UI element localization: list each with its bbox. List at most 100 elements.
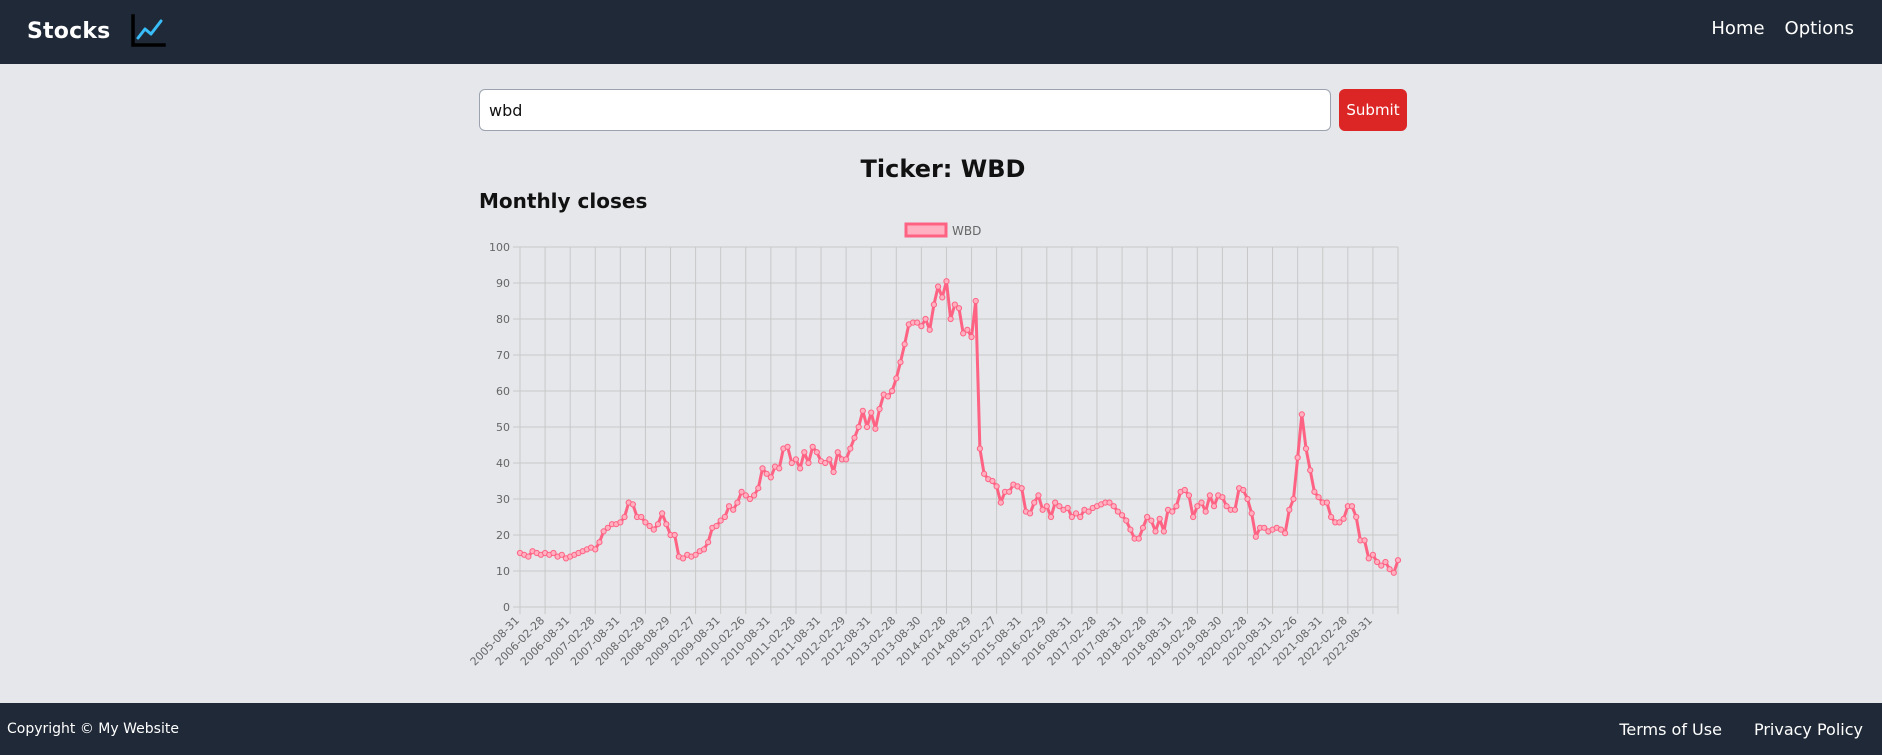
- data-point[interactable]: [809, 443, 816, 450]
- data-point[interactable]: [1018, 485, 1025, 492]
- data-point[interactable]: [1294, 454, 1301, 461]
- data-point[interactable]: [650, 526, 657, 533]
- data-point[interactable]: [1031, 499, 1038, 506]
- data-point[interactable]: [1169, 508, 1176, 515]
- data-point[interactable]: [1282, 530, 1289, 537]
- data-point[interactable]: [893, 375, 900, 382]
- data-point[interactable]: [1252, 533, 1259, 540]
- data-point[interactable]: [550, 549, 557, 557]
- data-point[interactable]: [751, 492, 758, 499]
- data-point[interactable]: [1198, 499, 1205, 506]
- data-point[interactable]: [955, 305, 963, 312]
- data-point[interactable]: [813, 449, 820, 456]
- data-point[interactable]: [717, 517, 724, 524]
- data-point[interactable]: [922, 315, 929, 323]
- data-point[interactable]: [1298, 411, 1305, 418]
- data-point[interactable]: [1144, 513, 1151, 521]
- data-point[interactable]: [1240, 486, 1247, 494]
- data-point[interactable]: [1077, 513, 1084, 521]
- data-point[interactable]: [776, 465, 783, 472]
- data-point[interactable]: [843, 456, 850, 463]
- data-point[interactable]: [1328, 513, 1335, 521]
- data-point[interactable]: [604, 524, 611, 531]
- data-point[interactable]: [617, 519, 624, 526]
- data-point[interactable]: [1248, 510, 1255, 517]
- data-point[interactable]: [1231, 506, 1239, 513]
- data-point[interactable]: [1210, 503, 1218, 510]
- data-point[interactable]: [1006, 488, 1013, 495]
- data-point[interactable]: [1244, 495, 1251, 503]
- data-point[interactable]: [1118, 512, 1126, 519]
- data-point[interactable]: [976, 445, 984, 452]
- ticker-search-input[interactable]: [479, 89, 1331, 131]
- data-point[interactable]: [788, 459, 795, 467]
- data-point[interactable]: [826, 456, 833, 463]
- data-point[interactable]: [592, 546, 599, 553]
- data-point[interactable]: [1072, 510, 1080, 517]
- data-point[interactable]: [1386, 566, 1393, 573]
- data-point[interactable]: [1323, 499, 1331, 506]
- data-point[interactable]: [868, 409, 875, 416]
- data-point[interactable]: [934, 283, 942, 290]
- data-point[interactable]: [951, 301, 958, 308]
- data-point[interactable]: [1194, 503, 1201, 510]
- data-point[interactable]: [700, 546, 708, 553]
- data-point[interactable]: [889, 387, 896, 395]
- data-point[interactable]: [755, 485, 762, 492]
- data-point[interactable]: [1394, 557, 1402, 564]
- data-point[interactable]: [1064, 504, 1071, 512]
- data-point[interactable]: [1378, 562, 1385, 569]
- data-point[interactable]: [997, 499, 1004, 506]
- data-point[interactable]: [1365, 555, 1372, 562]
- data-point[interactable]: [859, 407, 866, 414]
- data-point[interactable]: [1261, 524, 1268, 531]
- data-point[interactable]: [792, 456, 800, 463]
- data-point[interactable]: [1348, 503, 1356, 510]
- data-point[interactable]: [1139, 524, 1147, 531]
- data-point[interactable]: [964, 326, 971, 333]
- data-point[interactable]: [1039, 506, 1046, 513]
- data-point[interactable]: [1052, 499, 1059, 506]
- data-point[interactable]: [855, 423, 862, 431]
- data-point[interactable]: [801, 449, 808, 456]
- footer-link-privacy[interactable]: Privacy Policy: [1753, 720, 1863, 739]
- brand[interactable]: Stocks: [27, 14, 167, 48]
- data-point[interactable]: [1311, 488, 1318, 495]
- data-point[interactable]: [1047, 513, 1055, 521]
- data-point[interactable]: [1190, 513, 1197, 521]
- data-point[interactable]: [876, 405, 883, 413]
- data-point[interactable]: [1068, 513, 1075, 521]
- submit-button[interactable]: Submit: [1339, 89, 1407, 131]
- data-point[interactable]: [1026, 510, 1034, 517]
- data-point[interactable]: [830, 468, 837, 476]
- data-point[interactable]: [763, 470, 770, 477]
- nav-link-home[interactable]: Home: [1711, 18, 1765, 39]
- data-point[interactable]: [558, 551, 565, 558]
- data-point[interactable]: [805, 459, 812, 467]
- data-point[interactable]: [1336, 519, 1343, 526]
- data-point[interactable]: [629, 501, 636, 508]
- data-point[interactable]: [847, 445, 854, 452]
- data-point[interactable]: [679, 555, 687, 562]
- data-point[interactable]: [947, 315, 954, 323]
- data-point[interactable]: [1043, 503, 1050, 510]
- data-point[interactable]: [1315, 494, 1322, 501]
- data-point[interactable]: [1390, 569, 1397, 576]
- data-point[interactable]: [1035, 492, 1042, 499]
- data-point[interactable]: [705, 539, 712, 546]
- data-point[interactable]: [1123, 517, 1130, 524]
- data-point[interactable]: [646, 522, 653, 530]
- data-point[interactable]: [1085, 508, 1092, 515]
- data-point[interactable]: [1127, 526, 1134, 533]
- data-point[interactable]: [746, 495, 754, 503]
- data-point[interactable]: [863, 423, 871, 431]
- data-point[interactable]: [1148, 517, 1155, 524]
- data-point[interactable]: [725, 503, 733, 510]
- data-point[interactable]: [884, 393, 892, 400]
- data-point[interactable]: [1106, 499, 1113, 506]
- data-point[interactable]: [914, 319, 921, 326]
- data-point[interactable]: [1152, 528, 1159, 535]
- data-point[interactable]: [1202, 508, 1209, 515]
- data-point[interactable]: [621, 513, 628, 521]
- data-point[interactable]: [1290, 495, 1297, 503]
